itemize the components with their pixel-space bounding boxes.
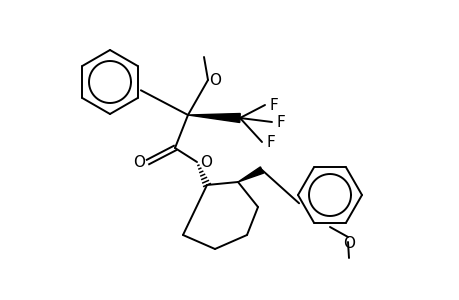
Text: O: O bbox=[200, 154, 212, 169]
Text: O: O bbox=[133, 154, 145, 169]
Text: F: F bbox=[276, 115, 285, 130]
Text: O: O bbox=[208, 73, 220, 88]
Text: F: F bbox=[266, 134, 275, 149]
Text: F: F bbox=[269, 98, 278, 112]
Text: O: O bbox=[342, 236, 354, 251]
Polygon shape bbox=[237, 167, 263, 182]
Polygon shape bbox=[188, 113, 240, 122]
